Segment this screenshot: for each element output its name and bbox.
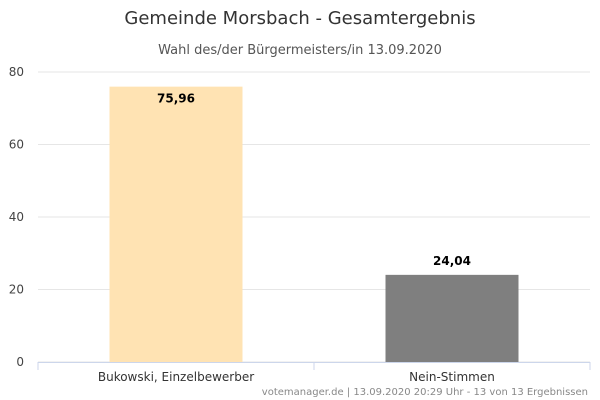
bar <box>109 86 243 363</box>
x-category-label: Bukowski, Einzelbewerber <box>98 370 254 384</box>
chart-subtitle: Wahl des/der Bürgermeisters/in 13.09.202… <box>158 43 442 58</box>
y-tick-label: 0 <box>16 355 24 369</box>
bars <box>109 86 519 363</box>
bar <box>385 274 519 362</box>
data-labels: 75,96 24,04 <box>157 92 471 268</box>
y-tick-label: 60 <box>9 138 24 152</box>
x-category-label: Nein-Stimmen <box>409 370 495 384</box>
x-axis: Bukowski, Einzelbewerber Nein-Stimmen <box>37 362 591 384</box>
chart-title: Gemeinde Morsbach - Gesamtergebnis <box>124 8 475 29</box>
data-label: 75,96 <box>157 92 195 106</box>
y-tick-label: 40 <box>9 210 24 224</box>
y-axis: 0 20 40 60 80 <box>9 65 24 369</box>
y-tick-label: 20 <box>9 283 24 297</box>
y-tick-label: 80 <box>9 65 24 79</box>
data-label: 24,04 <box>433 254 471 268</box>
chart-credits: votemanager.de | 13.09.2020 20:29 Uhr - … <box>262 387 588 398</box>
